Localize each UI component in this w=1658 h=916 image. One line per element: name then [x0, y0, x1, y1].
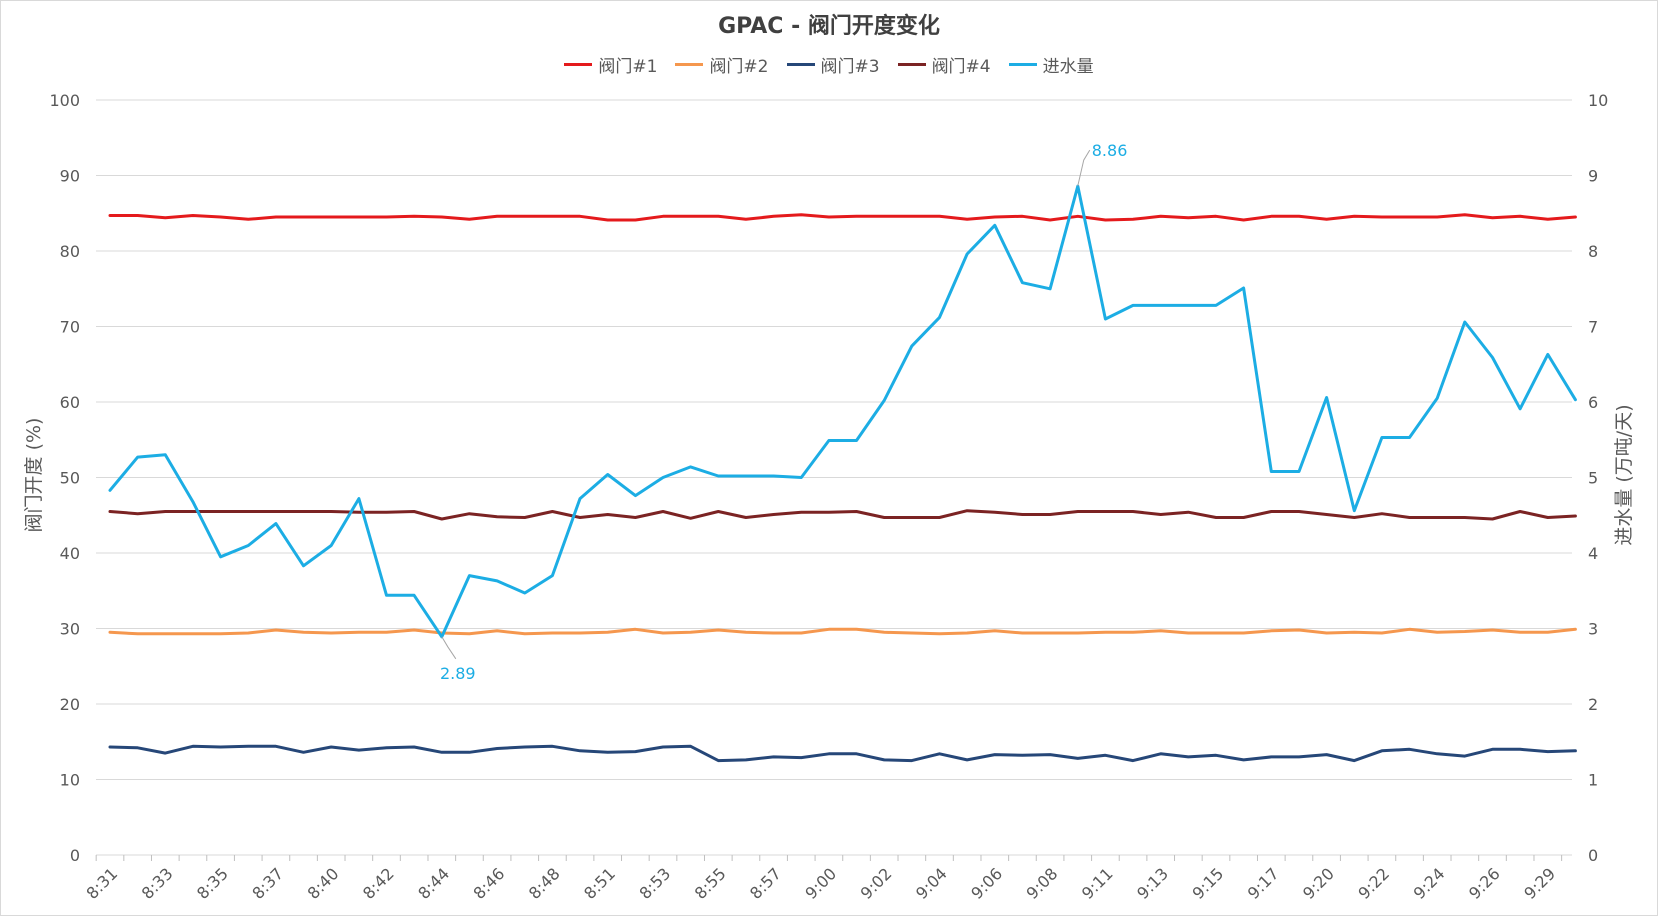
- series-lines: [108, 184, 1577, 763]
- legend-swatch: [564, 63, 593, 66]
- legend-label: 阀门#3: [820, 57, 880, 77]
- data-label: 8.86: [1092, 141, 1128, 160]
- x-tick-label: 8:55: [691, 864, 730, 903]
- series-line: [108, 509, 1577, 521]
- y2-tick-label: 5: [1588, 469, 1598, 488]
- legend-swatch: [1008, 63, 1037, 66]
- y-tick-label: 0: [70, 846, 80, 865]
- y2-tick-label: 3: [1588, 620, 1598, 639]
- x-tick-label: 9:26: [1465, 864, 1504, 903]
- y-tick-label: 90: [60, 167, 80, 186]
- annotations: 2.89 8.86: [440, 141, 1127, 683]
- series-line: [108, 627, 1577, 636]
- y2-tick-label: 7: [1588, 318, 1598, 337]
- x-tick-label: 9:22: [1354, 864, 1393, 903]
- x-tick-label: 9:29: [1520, 864, 1559, 903]
- y2-tick-label: 0: [1588, 846, 1598, 865]
- x-tick-label: 9:17: [1244, 864, 1283, 903]
- x-tick-label: 8:42: [359, 864, 398, 903]
- y-axis-title: 阀门开度 (%): [23, 418, 45, 533]
- y2-tick-label: 6: [1588, 393, 1598, 412]
- y-tick-label: 70: [60, 318, 80, 337]
- data-label-leader: [1077, 149, 1091, 187]
- y2-tick-label: 1: [1588, 771, 1598, 790]
- data-label: 2.89: [440, 664, 476, 683]
- y-tick-label: 30: [60, 620, 80, 639]
- y-tick-label: 40: [60, 544, 80, 563]
- legend-label: 阀门#1: [598, 57, 658, 77]
- x-tick-label: 8:35: [193, 864, 232, 903]
- x-tick-label: 8:33: [138, 864, 177, 903]
- y2-tick-label: 9: [1588, 167, 1598, 186]
- legend-item-inflow: 进水量: [1008, 52, 1094, 77]
- x-tick-label: 9:24: [1410, 864, 1449, 903]
- x-tick-label: 9:15: [1188, 864, 1227, 903]
- legend-swatch: [897, 63, 926, 66]
- legend-swatch: [675, 63, 704, 66]
- x-tick-label: 9:00: [801, 864, 840, 903]
- y-tick-label: 10: [60, 771, 80, 790]
- series-line: [108, 184, 1577, 639]
- x-tick-label: 9:04: [912, 864, 951, 903]
- y-tick-label: 80: [60, 242, 80, 261]
- y2-axis-title: 进水量 (万吨/天): [1613, 404, 1635, 545]
- legend-item-valve-2: 阀门#2: [675, 52, 769, 77]
- gridlines: [96, 99, 1572, 856]
- y-tick-label: 50: [60, 469, 80, 488]
- series-line: [108, 744, 1577, 763]
- y2-tick-label: 4: [1588, 544, 1598, 563]
- x-tick-label: 9:02: [857, 864, 896, 903]
- x-tick-label: 8:44: [414, 864, 453, 903]
- legend: 阀门#1 阀门#2 阀门#3 阀门#4 进水量: [0, 52, 1658, 77]
- x-tick-label: 8:40: [304, 864, 343, 903]
- x-tick-label: 8:46: [470, 864, 509, 903]
- x-tick-label: 8:37: [248, 864, 287, 903]
- y2-tick-label: 2: [1588, 695, 1598, 714]
- legend-label: 阀门#2: [709, 57, 769, 77]
- x-tick-label: 9:13: [1133, 864, 1172, 903]
- series-line: [108, 213, 1577, 222]
- y2-tick-label: 8: [1588, 242, 1598, 261]
- x-tick-label: 8:53: [635, 864, 674, 903]
- legend-item-valve-3: 阀门#3: [786, 52, 880, 77]
- legend-label: 进水量: [1042, 57, 1094, 77]
- y-tick-label: 60: [60, 393, 80, 412]
- chart-title: GPAC - 阀门开度变化: [718, 14, 940, 39]
- x-tick-label: 9:11: [1078, 864, 1117, 903]
- legend-label: 阀门#4: [931, 57, 991, 77]
- data-label-leader: [441, 636, 457, 660]
- legend-item-valve-1: 阀门#1: [564, 52, 657, 77]
- y-tick-label: 100: [49, 91, 80, 110]
- x-tick-label: 8:31: [82, 864, 121, 903]
- x-tick-label: 8:51: [580, 864, 619, 903]
- x-tick-label: 9:20: [1299, 864, 1338, 903]
- y2-tick-label: 10: [1588, 91, 1608, 110]
- axes: 0 10 20 30 40 50 60 70 80 90 100 0 1 2 3 4 5 6 7 8 9 10 8:31 8:…: [49, 91, 1608, 903]
- x-tick-label: 9:08: [1023, 864, 1062, 903]
- x-tick-label: 8:57: [746, 864, 785, 903]
- legend-swatch: [786, 63, 815, 66]
- y-tick-label: 20: [60, 695, 80, 714]
- legend-item-valve-4: 阀门#4: [897, 52, 991, 77]
- x-tick-label: 8:48: [525, 864, 564, 903]
- x-tick-label: 9:06: [967, 864, 1006, 903]
